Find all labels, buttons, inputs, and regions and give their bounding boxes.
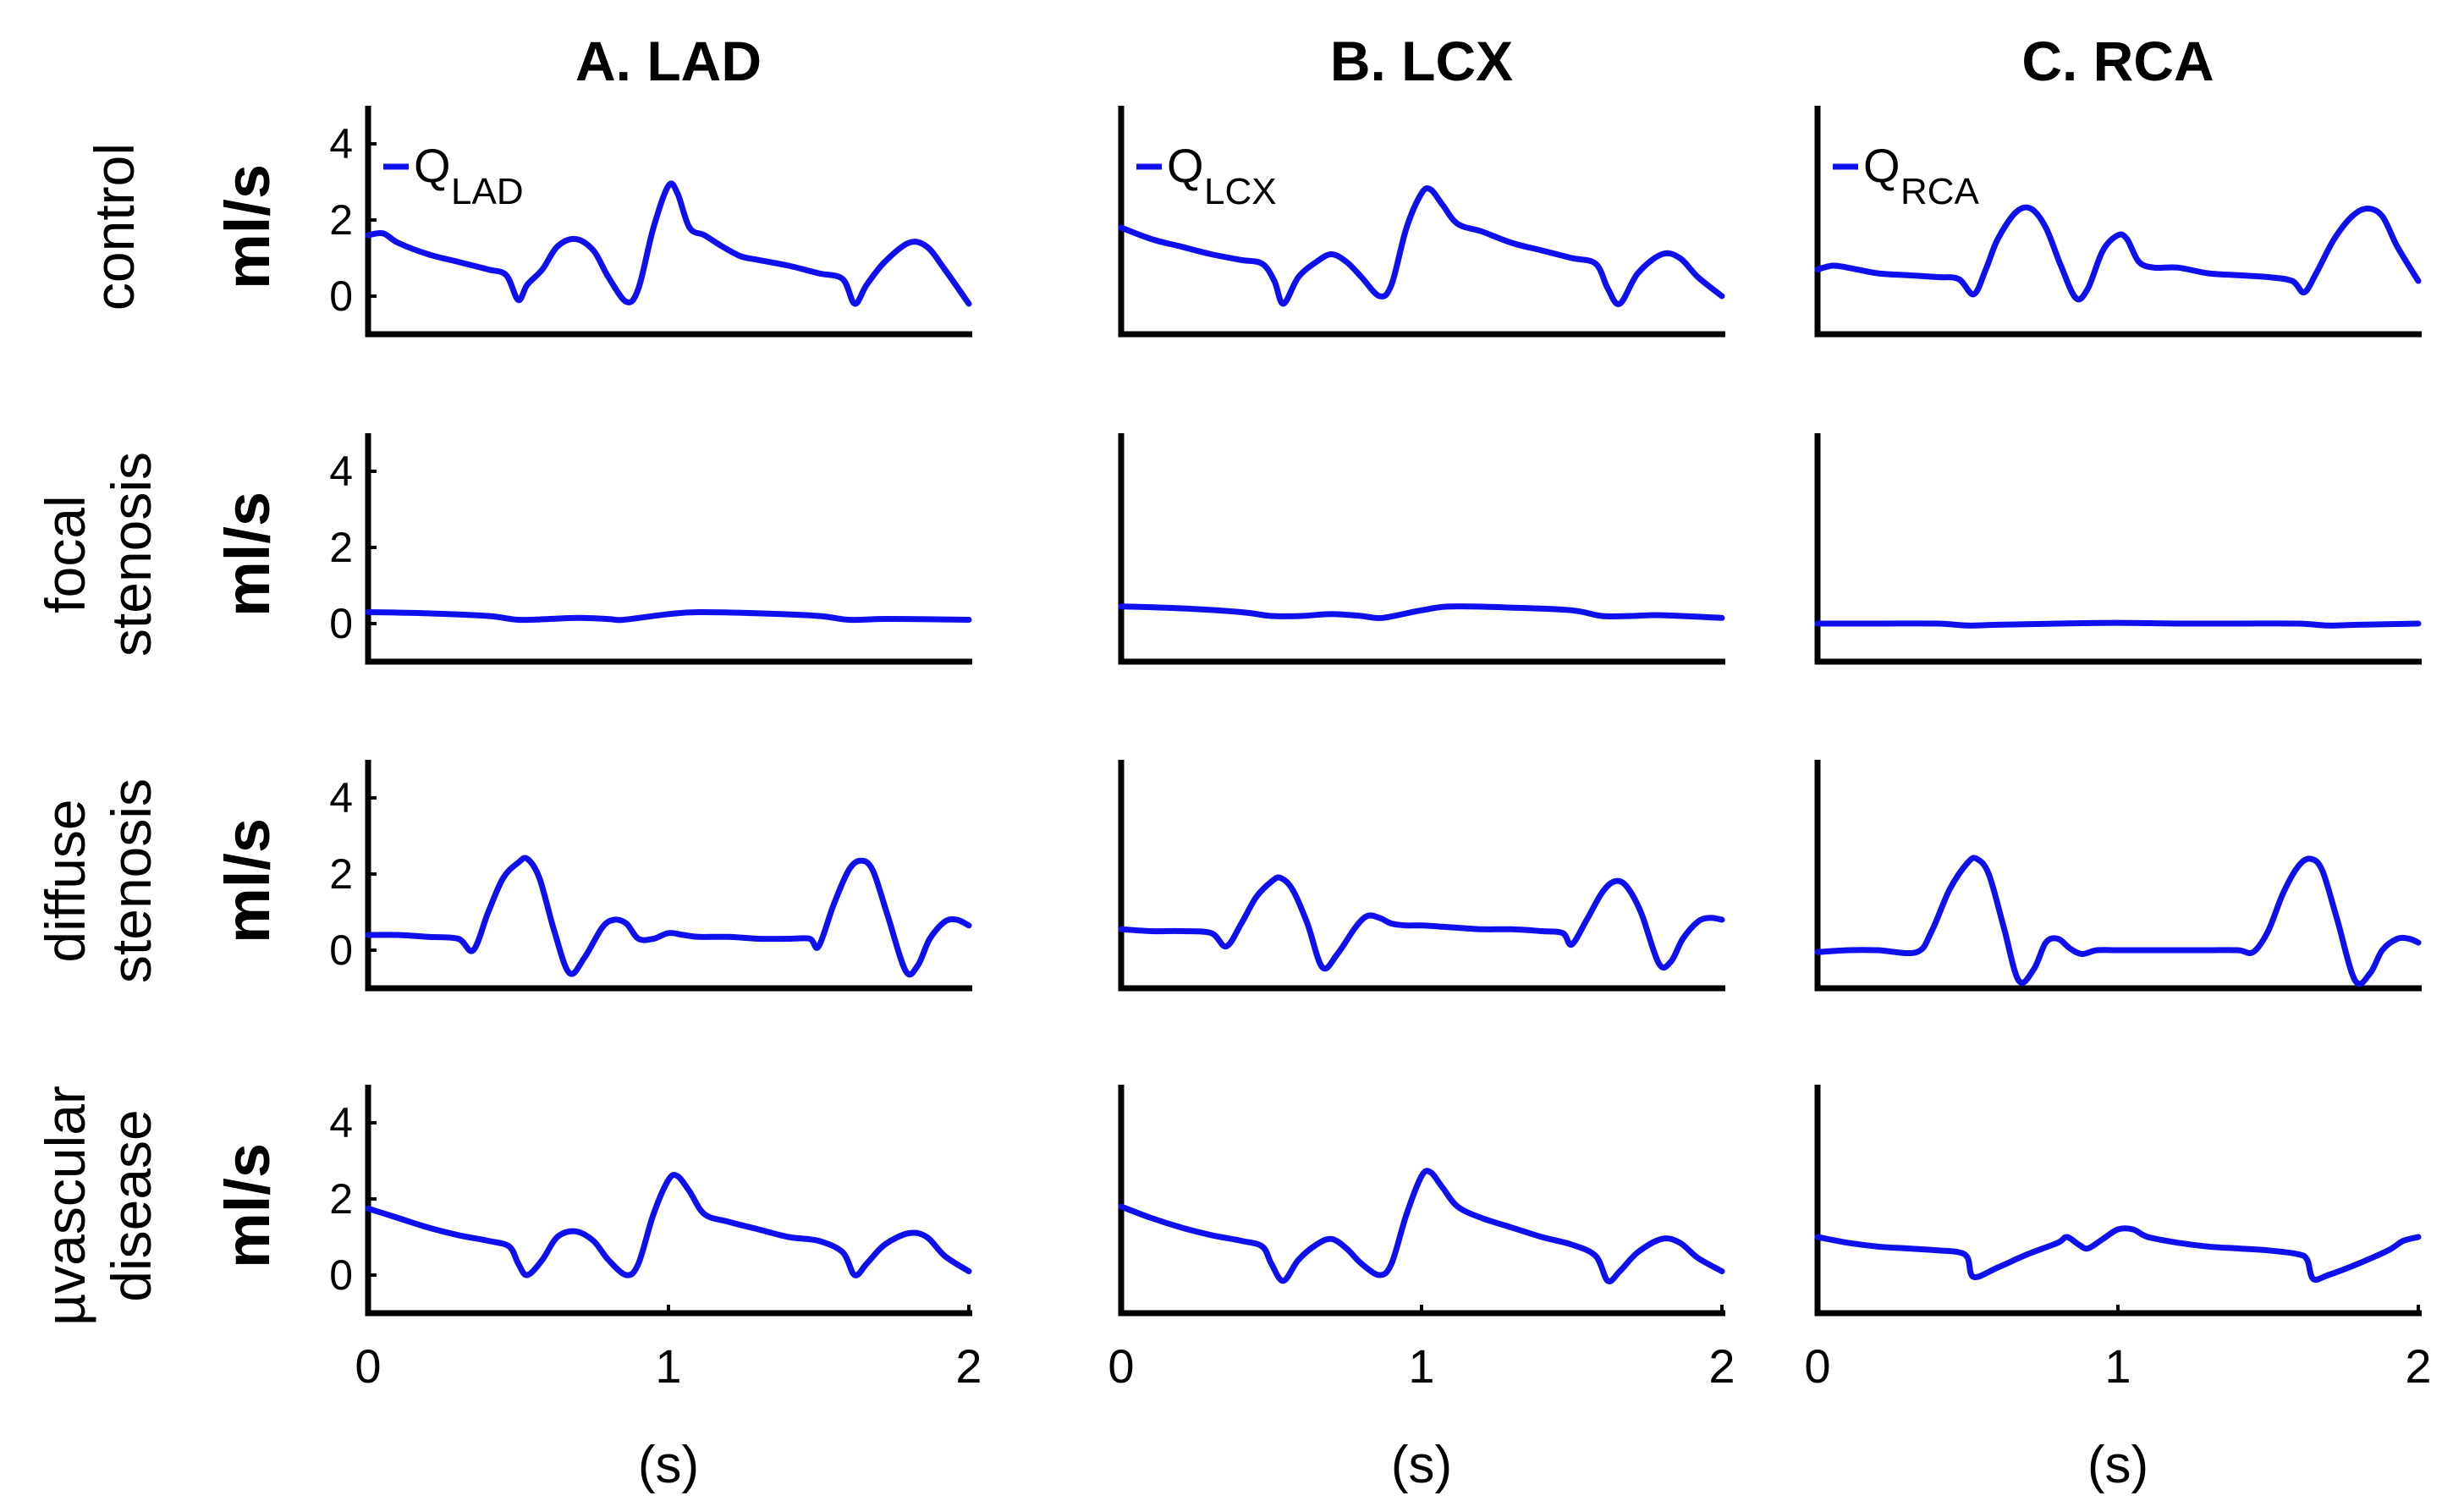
column-title: B. LCX [1330,30,1513,92]
x-tick-label: 0 [355,1339,381,1393]
y-tick-label: 4 [329,774,353,822]
column-title: C. RCA [2021,30,2214,92]
y-tick-label: 0 [329,272,353,320]
y-tick-label: 0 [329,1251,353,1299]
legend-subscript: LAD [451,171,524,212]
column-title: A. LAD [575,30,762,92]
panel-r2-c1 [1118,760,1725,992]
x-axis-label: (s) [2087,1436,2148,1494]
column-2: C. RCA Q RCA 0 1 2 (s) [1804,30,2431,1494]
row-label: stenosis [100,452,162,657]
series-line-q_lad [365,608,972,624]
axes [1814,760,2422,992]
x-axis-label: (s) [1391,1436,1452,1494]
y-unit-label: ml/s [212,818,283,943]
panel-r3-c2: 0 1 2 (s) [1804,1085,2432,1494]
axes [1814,106,2422,338]
legend-label: Q [1167,139,1204,192]
x-tick-label: 2 [2405,1339,2431,1393]
panel-r0-c0: 0 2 4 ml/s control Q LAD [83,106,972,338]
legend-subscript: LCX [1204,171,1277,212]
legend-label: Q [414,139,451,192]
x-tick-label: 1 [2104,1339,2131,1393]
series-line-q_rca [1814,619,2422,629]
y-unit-label: ml/s [212,492,283,617]
column-1: B. LCX Q LCX 0 1 2 (s) [1108,30,1735,1494]
x-axis-label: (s) [638,1436,699,1494]
axes [1814,433,2422,665]
series-line-q_lcx [1118,603,1725,622]
x-tick-label: 2 [955,1339,982,1393]
panel-r3-c1: 0 1 2 (s) [1108,1085,1735,1494]
y-tick-label: 2 [329,1175,353,1223]
x-tick-label: 0 [1804,1339,1830,1393]
axes [365,1085,972,1317]
y-tick-label: 0 [329,600,353,647]
series-line-q_lad [365,855,972,978]
panel-r1-c2 [1814,433,2422,665]
x-tick-label: 1 [655,1339,681,1393]
legend-subscript: RCA [1900,171,1980,212]
y-tick-label: 2 [329,850,353,898]
panel-r0-c2: Q RCA [1814,106,2422,338]
x-tick-label: 2 [1708,1339,1735,1393]
series-line-q_lad [365,180,972,307]
row-label: stenosis [100,778,162,983]
axes [1118,760,1725,992]
panel-r0-c1: Q LCX [1118,106,1725,338]
series-line-q_lcx [1118,1168,1725,1284]
series-line-q_rca [1814,1225,2422,1283]
x-tick-label: 1 [1408,1339,1434,1393]
series-line-q_lcx [1118,874,1725,972]
y-unit-label: ml/s [212,164,283,289]
y-unit-label: ml/s [212,1143,283,1268]
y-tick-label: 2 [329,524,353,571]
series-line-q_rca [1814,204,2422,303]
y-tick-label: 4 [329,448,353,495]
axes [365,433,972,665]
legend-label: Q [1863,139,1900,192]
axes [365,760,972,992]
y-tick-label: 4 [329,120,353,168]
panel-r2-c2 [1814,760,2422,992]
axes [1118,106,1725,338]
y-tick-label: 0 [329,926,353,974]
row-label: control [83,143,146,311]
row-label: diffuse [34,799,96,962]
series-line-q_lcx [1118,185,1725,307]
axes [1118,433,1725,665]
series-line-q_rca [1814,855,2422,987]
y-tick-label: 4 [329,1099,353,1146]
panel-r1-c0: 0 2 4 ml/s focal stenosis [34,433,972,665]
row-label: µvascular [34,1086,96,1326]
panel-r3-c0: 0 2 4 ml/s µvascular disease 0 1 2 (s) [34,1085,982,1494]
row-label: focal [34,495,96,613]
panel-r2-c0: 0 2 4 ml/s diffuse stenosis [34,760,972,992]
axes [365,106,972,338]
row-label: disease [100,1109,162,1302]
panel-r1-c1 [1118,433,1725,665]
x-tick-label: 0 [1108,1339,1134,1393]
y-tick-label: 2 [329,196,353,244]
axes [1814,1085,2422,1317]
axes [1118,1085,1725,1317]
series-line-q_lad [365,1172,972,1278]
